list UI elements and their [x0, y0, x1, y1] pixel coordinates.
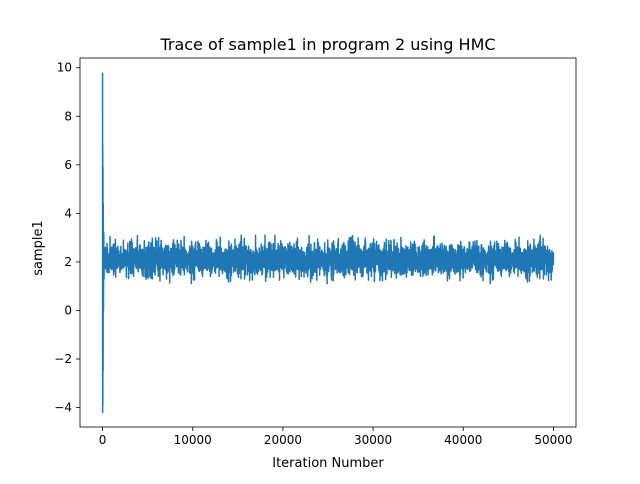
x-tick-label: 20000 — [264, 433, 302, 447]
axes-frame — [79, 57, 577, 428]
axes-layer: 0 10000 20000 30000 40000 50000 −4 −2 0 2 4 6 8 10 — [54, 57, 577, 447]
y-tick-label: 10 — [57, 61, 72, 75]
x-tick-label: 50000 — [534, 433, 572, 447]
y-tick-label: 6 — [64, 158, 72, 172]
x-tick-label: 10000 — [174, 433, 212, 447]
y-tick-label: 4 — [64, 206, 72, 220]
x-tick-label: 0 — [99, 433, 107, 447]
chart-title: Trace of sample1 in program 2 using HMC — [159, 35, 495, 54]
y-tick-label: −4 — [54, 401, 72, 415]
plot-layer — [101, 72, 555, 414]
y-tick-label: 0 — [64, 303, 72, 317]
y-tick-label: −2 — [54, 352, 72, 366]
y-tick-label: 8 — [64, 109, 72, 123]
series-line-sample1 — [101, 72, 555, 414]
x-tick-label: 30000 — [354, 433, 392, 447]
y-tick-label: 2 — [64, 255, 72, 269]
x-axis-label: Iteration Number — [272, 456, 384, 471]
x-tick-label: 40000 — [444, 433, 482, 447]
y-axis-label: sample1 — [31, 220, 46, 276]
